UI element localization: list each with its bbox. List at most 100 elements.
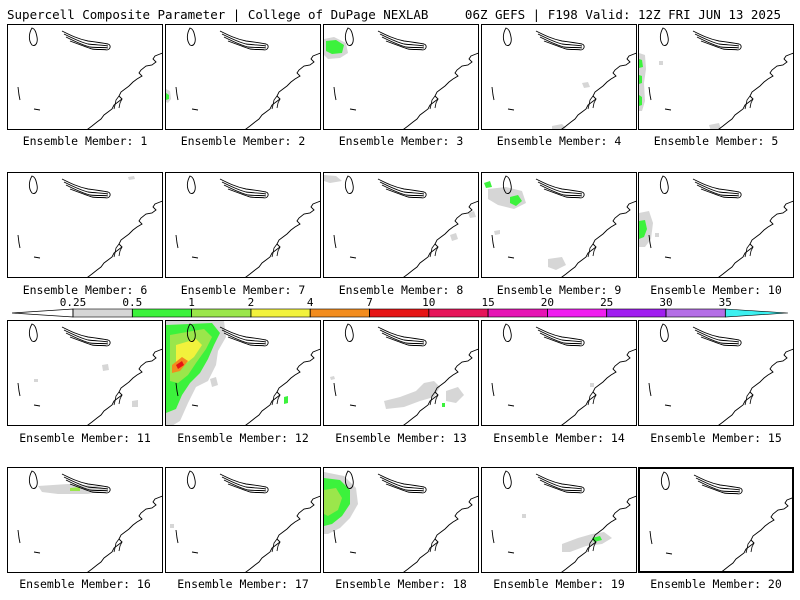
basemap	[324, 470, 478, 572]
coastline	[86, 52, 162, 129]
coastline	[244, 348, 320, 425]
ensemble-member-label: Ensemble Member: 16	[19, 577, 151, 591]
parameter-shading	[484, 181, 566, 270]
bay-outline	[271, 95, 281, 110]
lake-outline-small	[333, 234, 357, 259]
ensemble-map-14	[481, 320, 637, 426]
lake-outline-small	[491, 382, 515, 407]
parameter-shading	[552, 82, 590, 129]
ensemble-member-label: Ensemble Member: 3	[338, 134, 464, 148]
basemap	[17, 323, 162, 425]
bay-outline	[744, 391, 754, 406]
lake-outline-small	[648, 234, 672, 259]
coastline	[721, 497, 792, 571]
lake-outline-small	[175, 382, 199, 407]
coastline	[717, 200, 793, 277]
colorbar-tick-label: 0.5	[122, 297, 142, 309]
lake-outline-small	[17, 86, 41, 111]
colorbar-high-arrow	[724, 308, 788, 318]
ensemble-map-19	[481, 467, 637, 573]
bay-outline	[271, 391, 281, 406]
coastline	[717, 348, 793, 425]
colorbar-swatch	[250, 308, 311, 318]
ensemble-map-17	[165, 467, 321, 573]
coastline	[244, 200, 320, 277]
bay-outline	[113, 243, 123, 258]
ensemble-map-16	[7, 467, 163, 573]
lake-outline-small	[333, 382, 357, 407]
ensemble-map-20	[638, 467, 794, 573]
ensemble-map-4	[481, 24, 637, 130]
bay-outline	[113, 95, 123, 110]
ensemble-member-label: Ensemble Member: 11	[19, 431, 151, 445]
lake-outline-small	[649, 530, 673, 555]
bay-outline	[429, 95, 439, 110]
basemap	[166, 27, 320, 129]
basemap	[649, 471, 792, 571]
map-title: Supercell Composite Parameter | College …	[7, 7, 429, 22]
ensemble-member-label: Ensemble Member: 7	[180, 283, 306, 297]
colorbar-tick-label: 4	[307, 297, 314, 309]
ensemble-map-12	[165, 320, 321, 426]
great-lakes-outline	[28, 323, 111, 347]
lake-outline-small	[648, 382, 672, 407]
colorbar-swatch	[665, 308, 726, 318]
lake-outline-small	[491, 234, 515, 259]
ensemble-member-label: Ensemble Member: 5	[653, 134, 779, 148]
ensemble-map-3	[323, 24, 479, 130]
basemap	[639, 27, 793, 129]
lake-outline-small	[17, 529, 41, 554]
colorbar-tick-label: 10	[422, 297, 435, 309]
ensemble-map-15	[638, 320, 794, 426]
parameter-shading	[324, 37, 348, 59]
coastline	[560, 495, 636, 572]
basemap	[170, 470, 320, 572]
lake-outline-small	[333, 529, 357, 554]
great-lakes-outline	[502, 27, 585, 51]
ensemble-member-label: Ensemble Member: 15	[650, 431, 782, 445]
lake-outline-small	[491, 529, 515, 554]
great-lakes-outline	[186, 470, 269, 494]
colorbar-tick-label: 15	[481, 297, 494, 309]
coastline	[402, 52, 478, 129]
parameter-shading	[590, 383, 594, 387]
colorbar-swatch	[132, 308, 192, 318]
great-lakes-outline	[344, 27, 427, 51]
great-lakes-outline	[659, 175, 742, 199]
bay-outline	[587, 243, 597, 258]
lake-outline-small	[333, 86, 357, 111]
colorbar-tick-label: 1	[188, 297, 195, 309]
bay-outline	[744, 243, 754, 258]
parameter-shading	[324, 472, 358, 534]
coastline	[86, 200, 162, 277]
parameter-shading	[324, 175, 476, 241]
basemap	[324, 27, 478, 129]
bay-outline	[587, 538, 597, 553]
parameter-shading	[639, 53, 721, 129]
colorbar-tick-label: 20	[541, 297, 554, 309]
great-lakes-outline	[344, 323, 427, 347]
ensemble-member-label: Ensemble Member: 17	[177, 577, 309, 591]
ensemble-map-6	[7, 172, 163, 278]
great-lakes-outline	[28, 27, 111, 51]
bay-outline	[587, 95, 597, 110]
ensemble-member-label: Ensemble Member: 9	[496, 283, 622, 297]
ensemble-map-8	[323, 172, 479, 278]
ensemble-map-9	[481, 172, 637, 278]
basemap	[324, 175, 478, 277]
colorbar-tick-label: 35	[719, 297, 732, 309]
colorbar-swatch	[309, 308, 370, 318]
basemap	[17, 175, 162, 277]
ensemble-map-7	[165, 172, 321, 278]
ensemble-member-label: Ensemble Member: 1	[22, 134, 148, 148]
ensemble-member-label: Ensemble Member: 14	[493, 431, 625, 445]
great-lakes-outline	[186, 175, 269, 199]
ensemble-member-label: Ensemble Member: 18	[335, 577, 467, 591]
bay-outline	[113, 538, 123, 553]
basemap	[330, 323, 478, 425]
ensemble-map-2	[165, 24, 321, 130]
ensemble-member-label: Ensemble Member: 8	[338, 283, 464, 297]
lake-outline-small	[175, 86, 199, 111]
colorbar-swatch	[428, 308, 489, 318]
ensemble-member-label: Ensemble Member: 20	[650, 577, 782, 591]
